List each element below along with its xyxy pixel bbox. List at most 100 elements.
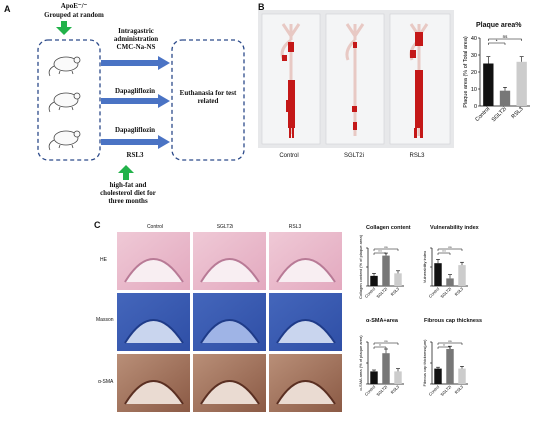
bar [370, 275, 378, 286]
sig-label: ns [503, 34, 509, 39]
arrow3-label-top: Dapagliflozin [114, 126, 156, 134]
panel-a-diagram [37, 21, 245, 180]
sig-bracket [488, 38, 522, 41]
sig-label: ns [384, 339, 388, 343]
sig-label: ** [379, 344, 382, 348]
sig-label: ns [448, 339, 452, 343]
green-down-arrow-icon [56, 21, 72, 35]
row-label-he: HE [100, 257, 107, 263]
row-label-asma: α-SMA [98, 379, 114, 385]
vulnerability-title: Vulnerability index [430, 225, 479, 231]
arrow3-label-bottom: RSL3 [126, 151, 144, 159]
y-axis-label: Collagen content (% of plaque area) [358, 234, 363, 299]
x-tick-label: Control [428, 286, 441, 299]
sig-bracket [373, 342, 399, 345]
panel-a-letter: A [4, 4, 11, 14]
mouse-icon [48, 130, 81, 151]
aorta-control [280, 23, 301, 134]
x-tick-label: RSL3 [390, 384, 401, 395]
blue-arrow-icon [101, 135, 170, 149]
sig-bracket [373, 252, 387, 255]
x-tick-label: RSL3 [390, 286, 401, 297]
mouse-icon [48, 56, 81, 77]
plaque-chart-title: Plaque area% [476, 22, 522, 29]
y-tick-label: 30 [471, 53, 477, 59]
mice-group-box [37, 39, 101, 161]
asma-chart: α-SMA area (% of plaque area) Control SGLT… [358, 335, 404, 397]
x-tick-label: SGLT2i [439, 384, 452, 397]
x-tick-label: RSL3 [454, 384, 465, 395]
blue-arrow-icon [101, 94, 170, 108]
x-tick-label: SGLT2i [439, 286, 452, 299]
bar [516, 61, 527, 106]
x-tick-label: RSL3 [454, 286, 465, 297]
bar [458, 265, 466, 286]
bar [483, 63, 494, 106]
aorta-sglt2i [345, 23, 365, 136]
sig-bracket [437, 252, 451, 255]
x-tick-label: RSL3 [511, 106, 525, 120]
blue-arrow-icon [101, 56, 170, 70]
sig-label: *** [378, 250, 382, 254]
bar [446, 349, 454, 384]
bar [434, 263, 442, 286]
collagen-title: Collagen content [366, 225, 411, 231]
sig-bracket [373, 248, 399, 251]
apoe-label: ApoE⁻/⁻ [60, 2, 88, 10]
bar [382, 353, 390, 384]
x-tick-label: Control [428, 384, 441, 397]
bar [446, 278, 454, 286]
euthanasia-label: Euthanasia for test related [179, 89, 237, 106]
sig-bracket [373, 346, 387, 349]
diet-label: high-fat and cholesterol diet for three … [100, 181, 156, 206]
y-tick-label: 40 [471, 36, 477, 42]
x-tick-label: Control [364, 286, 377, 299]
aorta-photo [258, 10, 454, 148]
histology-grid [117, 232, 342, 412]
x-tick-label: SGLT2i [375, 286, 388, 299]
green-up-arrow-icon [118, 165, 134, 180]
fibrous-chart: Fibrous cap thickness(μm)Control SGLT2i RS… [422, 339, 468, 397]
bar [499, 90, 511, 106]
arrow1-label: Intragastric administration CMC-Na-NS [113, 27, 159, 52]
y-axis-label: Vulnerability index [422, 251, 427, 283]
sig-bracket [488, 42, 506, 45]
y-tick-label: 10 [471, 87, 477, 93]
sig-label: ns [448, 245, 452, 249]
bar [458, 368, 466, 384]
panel-b-letter: B [258, 2, 265, 12]
photo-label-sglt2i: SGLT2i [344, 153, 364, 159]
sig-bracket [437, 248, 463, 251]
sig-label: ** [443, 344, 446, 348]
grouped-label: Grouped at random [44, 11, 104, 19]
col-label-sglt2i: SGLT2i [216, 224, 234, 230]
fibrous-title: Fibrous cap thickness [424, 318, 483, 324]
row-label-masson: Masson [96, 317, 114, 323]
asma-title: α-SMA+area [366, 318, 398, 324]
panel-c-letter: C [94, 220, 101, 230]
mouse-icon [48, 92, 81, 113]
sig-bracket [437, 346, 451, 349]
y-tick-label: 0 [474, 104, 477, 110]
col-label-rsl3: RSL3 [288, 224, 302, 230]
bar [434, 368, 442, 384]
arrow2-label: Dapagliflozin [114, 87, 156, 95]
bar [394, 273, 402, 286]
collagen-chart: Collagen content (% of plaque area) Contr… [358, 234, 404, 299]
photo-label-control: Control [279, 153, 299, 159]
bar [370, 371, 378, 384]
y-axis-label: α-SMA area (% of plaque area) [358, 335, 363, 391]
y-tick-label: 20 [471, 70, 477, 76]
x-tick-label: SGLT2i [375, 384, 388, 397]
photo-label-rsl3: RSL3 [409, 153, 425, 159]
col-label-control: Control [146, 224, 164, 230]
x-tick-label: SGLT2i [491, 106, 508, 123]
bar [394, 371, 402, 384]
x-tick-label: Control [364, 384, 377, 397]
sig-label: * [496, 39, 498, 44]
bar [382, 255, 390, 286]
sig-label: *** [442, 250, 446, 254]
sig-bracket [437, 342, 463, 345]
